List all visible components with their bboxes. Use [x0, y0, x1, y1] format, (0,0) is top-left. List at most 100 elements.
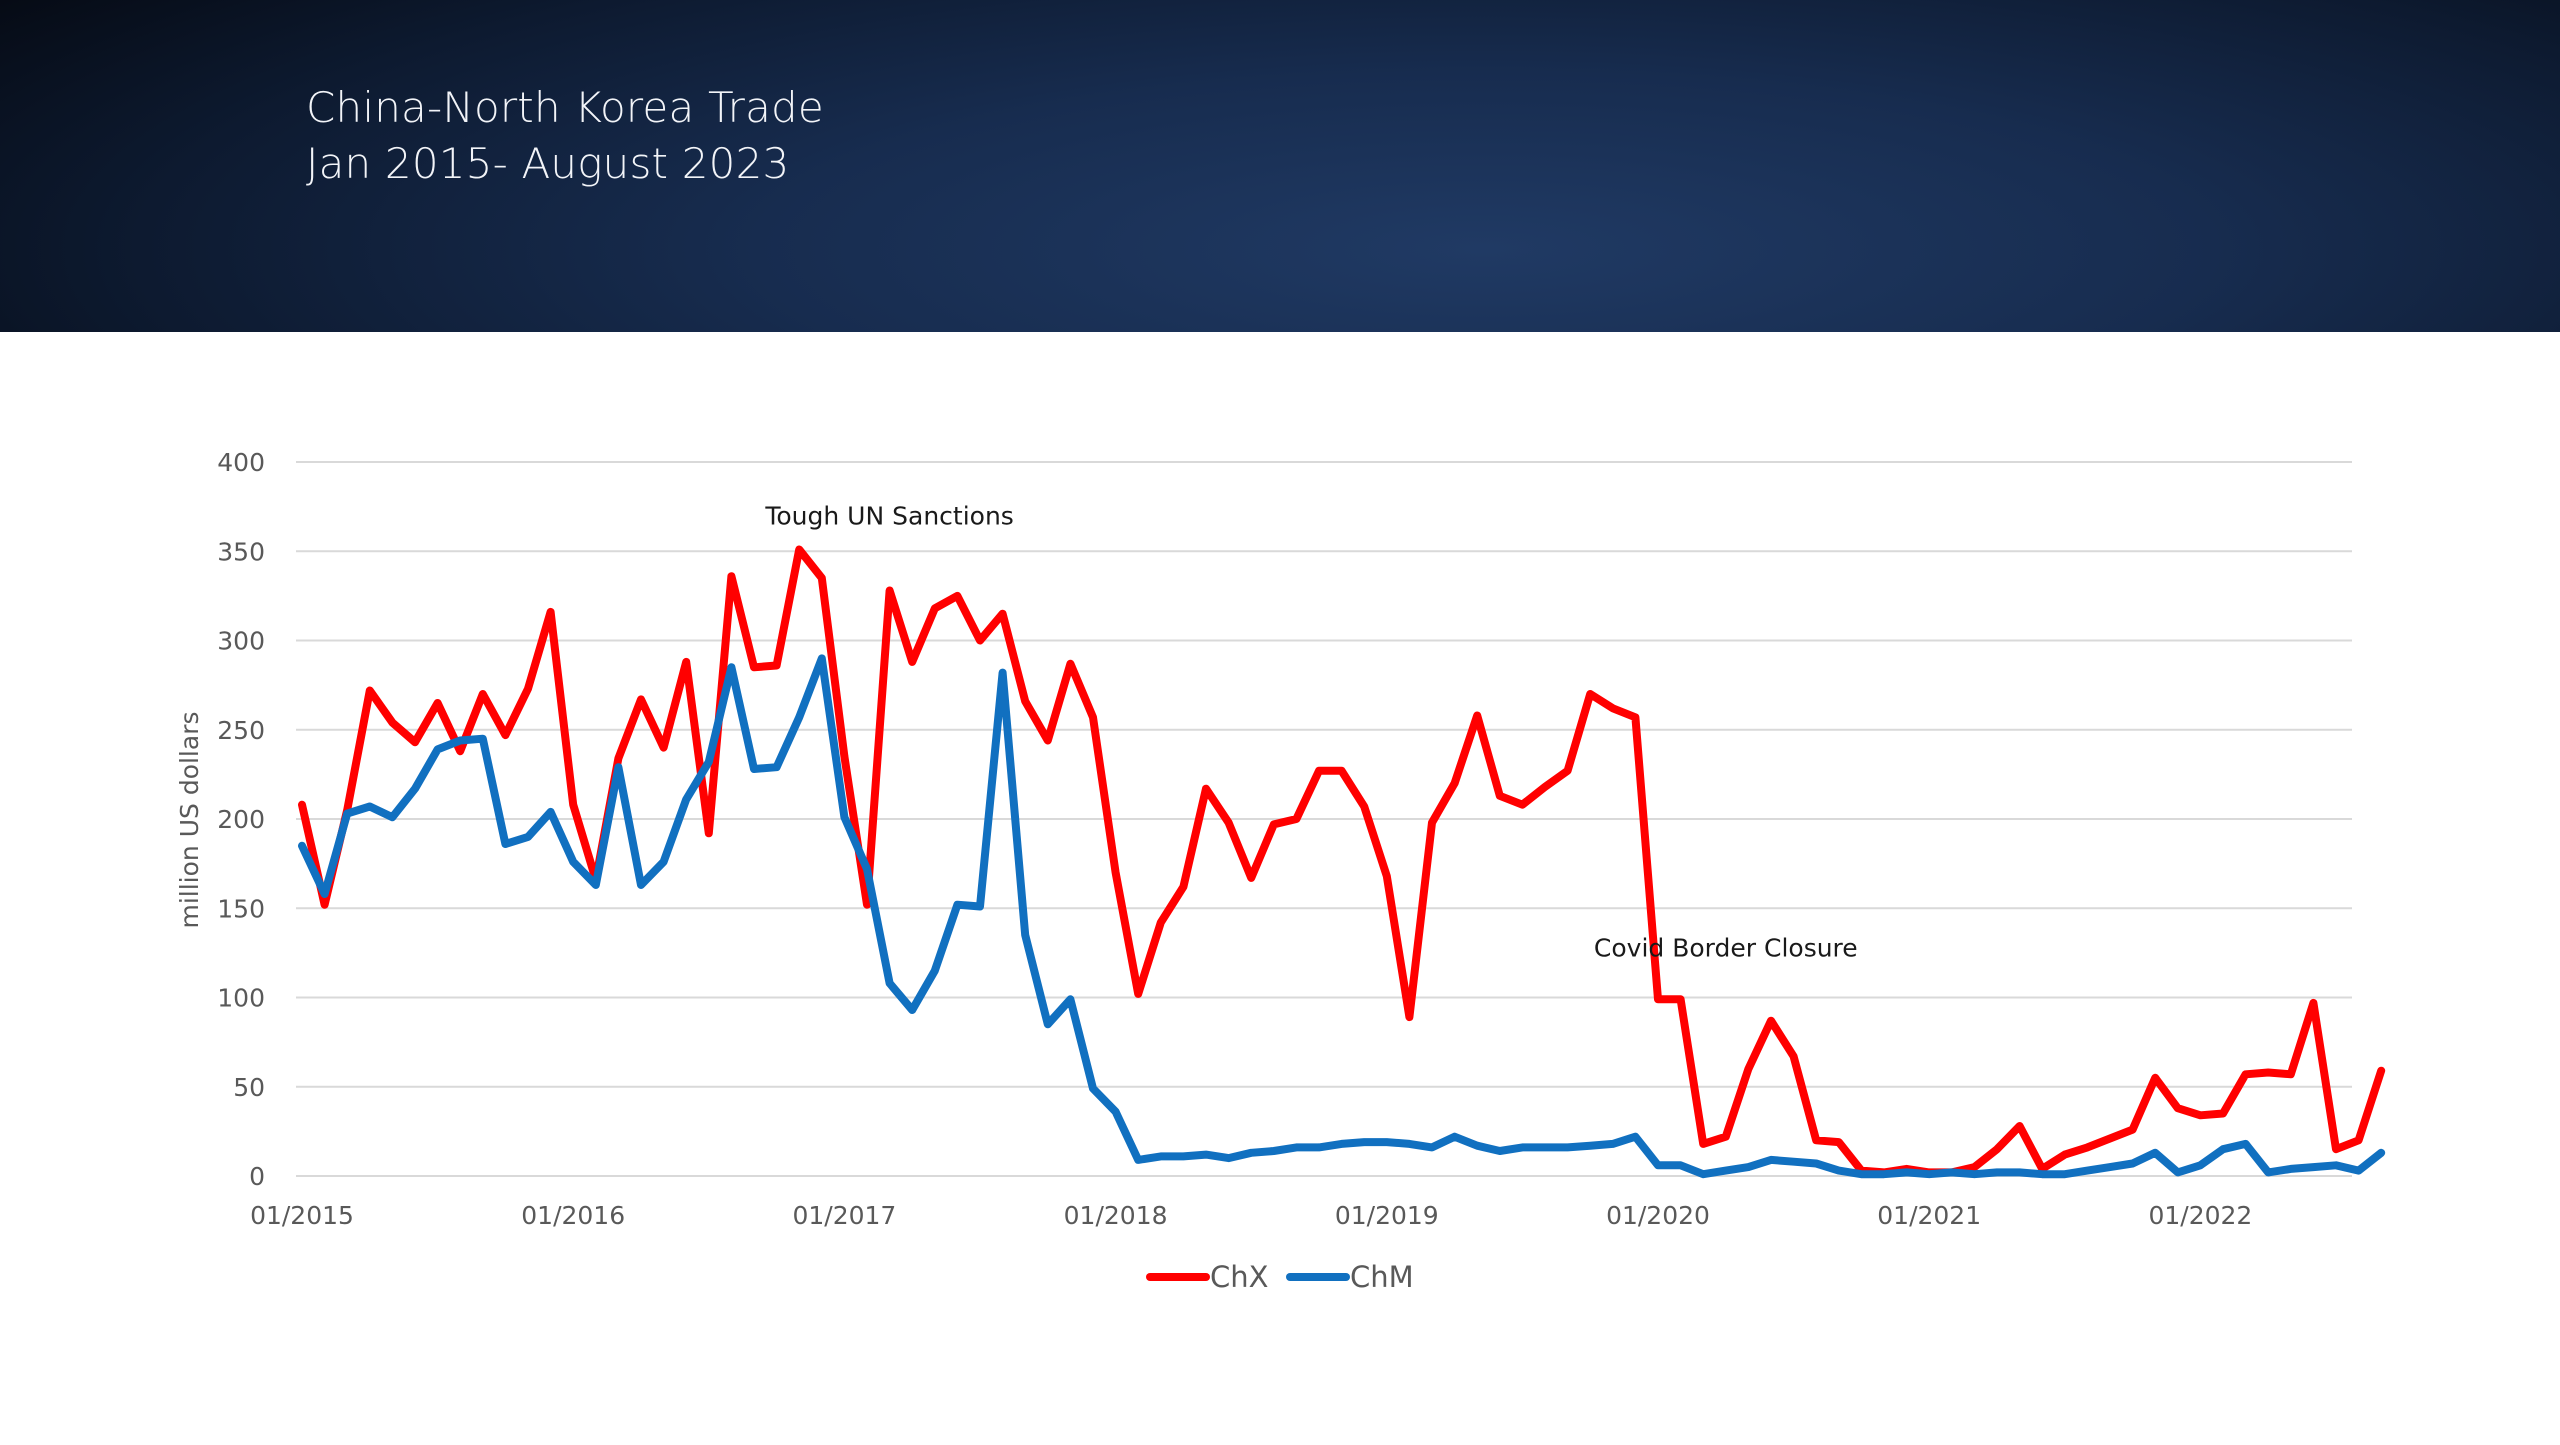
data-point	[1203, 1151, 1209, 1158]
data-point	[570, 858, 577, 865]
data-point	[1338, 767, 1345, 774]
data-point	[479, 691, 486, 697]
data-point	[909, 1007, 916, 1013]
data-point	[1474, 712, 1481, 719]
data-point	[2174, 1169, 2181, 1176]
data-point	[1180, 883, 1187, 890]
gridlines	[296, 461, 2352, 1177]
data-point	[1451, 780, 1458, 787]
data-point	[1316, 1144, 1322, 1151]
data-point	[1948, 1169, 1955, 1176]
data-point	[2016, 1169, 2023, 1176]
data-point	[638, 882, 644, 888]
data-point	[977, 637, 983, 644]
data-point	[1225, 1155, 1232, 1162]
x-axis-ticks: 01/2015 01/2016 01/2017 01/2018 01/2019 01/20…	[250, 1201, 2252, 1230]
data-point	[457, 748, 464, 755]
data-point	[2242, 1140, 2249, 1147]
data-point	[1677, 1162, 1684, 1169]
data-point	[570, 801, 577, 808]
data-point	[2242, 1071, 2249, 1078]
data-point	[2152, 1074, 2159, 1081]
data-point	[1157, 919, 1164, 926]
x-tick-label: 01/2018	[1064, 1201, 1168, 1230]
data-point	[321, 891, 328, 897]
data-point	[886, 980, 893, 987]
x-tick-label: 01/2020	[1606, 1201, 1710, 1230]
data-point	[2378, 1149, 2385, 1156]
data-point	[2197, 1112, 2204, 1119]
data-point	[1790, 1053, 1797, 1060]
data-point	[547, 608, 554, 615]
data-point	[841, 753, 848, 760]
y-tick-label: 150	[217, 894, 265, 923]
data-point	[412, 785, 418, 792]
data-point	[2220, 1110, 2226, 1117]
data-point	[909, 658, 916, 665]
data-point	[1587, 1142, 1594, 1149]
data-point	[1383, 1139, 1390, 1146]
data-point	[773, 764, 780, 771]
data-point	[1090, 1085, 1096, 1092]
data-point	[1429, 1144, 1435, 1151]
data-point	[2174, 1105, 2181, 1112]
data-point	[299, 801, 305, 808]
data-point	[1564, 1144, 1571, 1151]
data-point	[1542, 1144, 1548, 1151]
data-point	[2333, 1162, 2339, 1169]
legend-label-chm: ChM	[1350, 1260, 1414, 1294]
data-point	[1203, 785, 1209, 792]
data-point	[615, 755, 622, 762]
data-point	[705, 830, 712, 837]
data-point	[773, 662, 780, 669]
data-point	[2265, 1169, 2272, 1176]
data-point	[2310, 1164, 2317, 1171]
data-point	[999, 669, 1006, 676]
chart-area: 0 50 100 150 200 250 300 350 400 01/2015 01/2016 0…	[0, 332, 2560, 1440]
data-point	[389, 719, 396, 726]
data-point	[2039, 1171, 2046, 1178]
data-point	[1406, 1014, 1413, 1021]
data-point	[1700, 1171, 1707, 1178]
data-point	[1090, 714, 1096, 721]
data-point	[886, 587, 893, 594]
data-point	[1112, 1108, 1119, 1115]
x-tick-label: 01/2021	[1877, 1201, 1981, 1230]
series-lines	[298, 545, 2386, 1179]
data-point	[1270, 1148, 1277, 1154]
data-point	[954, 901, 961, 908]
data-point	[1383, 873, 1390, 880]
data-point	[1903, 1169, 1910, 1176]
data-point	[2016, 1123, 2023, 1129]
data-point	[366, 687, 373, 694]
data-point	[1451, 1133, 1458, 1140]
page-title: China-North Korea Trade Jan 2015- August…	[306, 80, 824, 192]
data-point	[1112, 869, 1119, 876]
data-point	[2197, 1162, 2204, 1169]
data-point	[931, 605, 938, 612]
data-point	[2152, 1149, 2159, 1156]
data-point	[1587, 691, 1594, 697]
data-point	[728, 573, 735, 580]
data-point	[502, 841, 509, 847]
data-point	[1722, 1167, 1729, 1174]
data-point	[1768, 1156, 1774, 1163]
data-point	[1067, 996, 1074, 1003]
data-point	[864, 866, 870, 872]
data-point	[321, 901, 328, 908]
data-point	[1270, 821, 1277, 828]
data-point	[547, 808, 554, 815]
x-tick-label: 01/2015	[250, 1201, 354, 1230]
annotations: Tough UN Sanctions Covid Border Closure	[764, 502, 1857, 963]
data-point	[1135, 990, 1142, 997]
data-point	[2107, 1164, 2113, 1171]
data-point	[1361, 803, 1368, 810]
x-tick-label: 01/2019	[1335, 1201, 1439, 1230]
data-point	[1609, 1140, 1616, 1147]
data-point	[683, 796, 690, 803]
data-point	[931, 967, 938, 974]
data-point	[525, 685, 531, 692]
data-point	[1293, 1144, 1300, 1151]
data-point	[1338, 1140, 1345, 1147]
